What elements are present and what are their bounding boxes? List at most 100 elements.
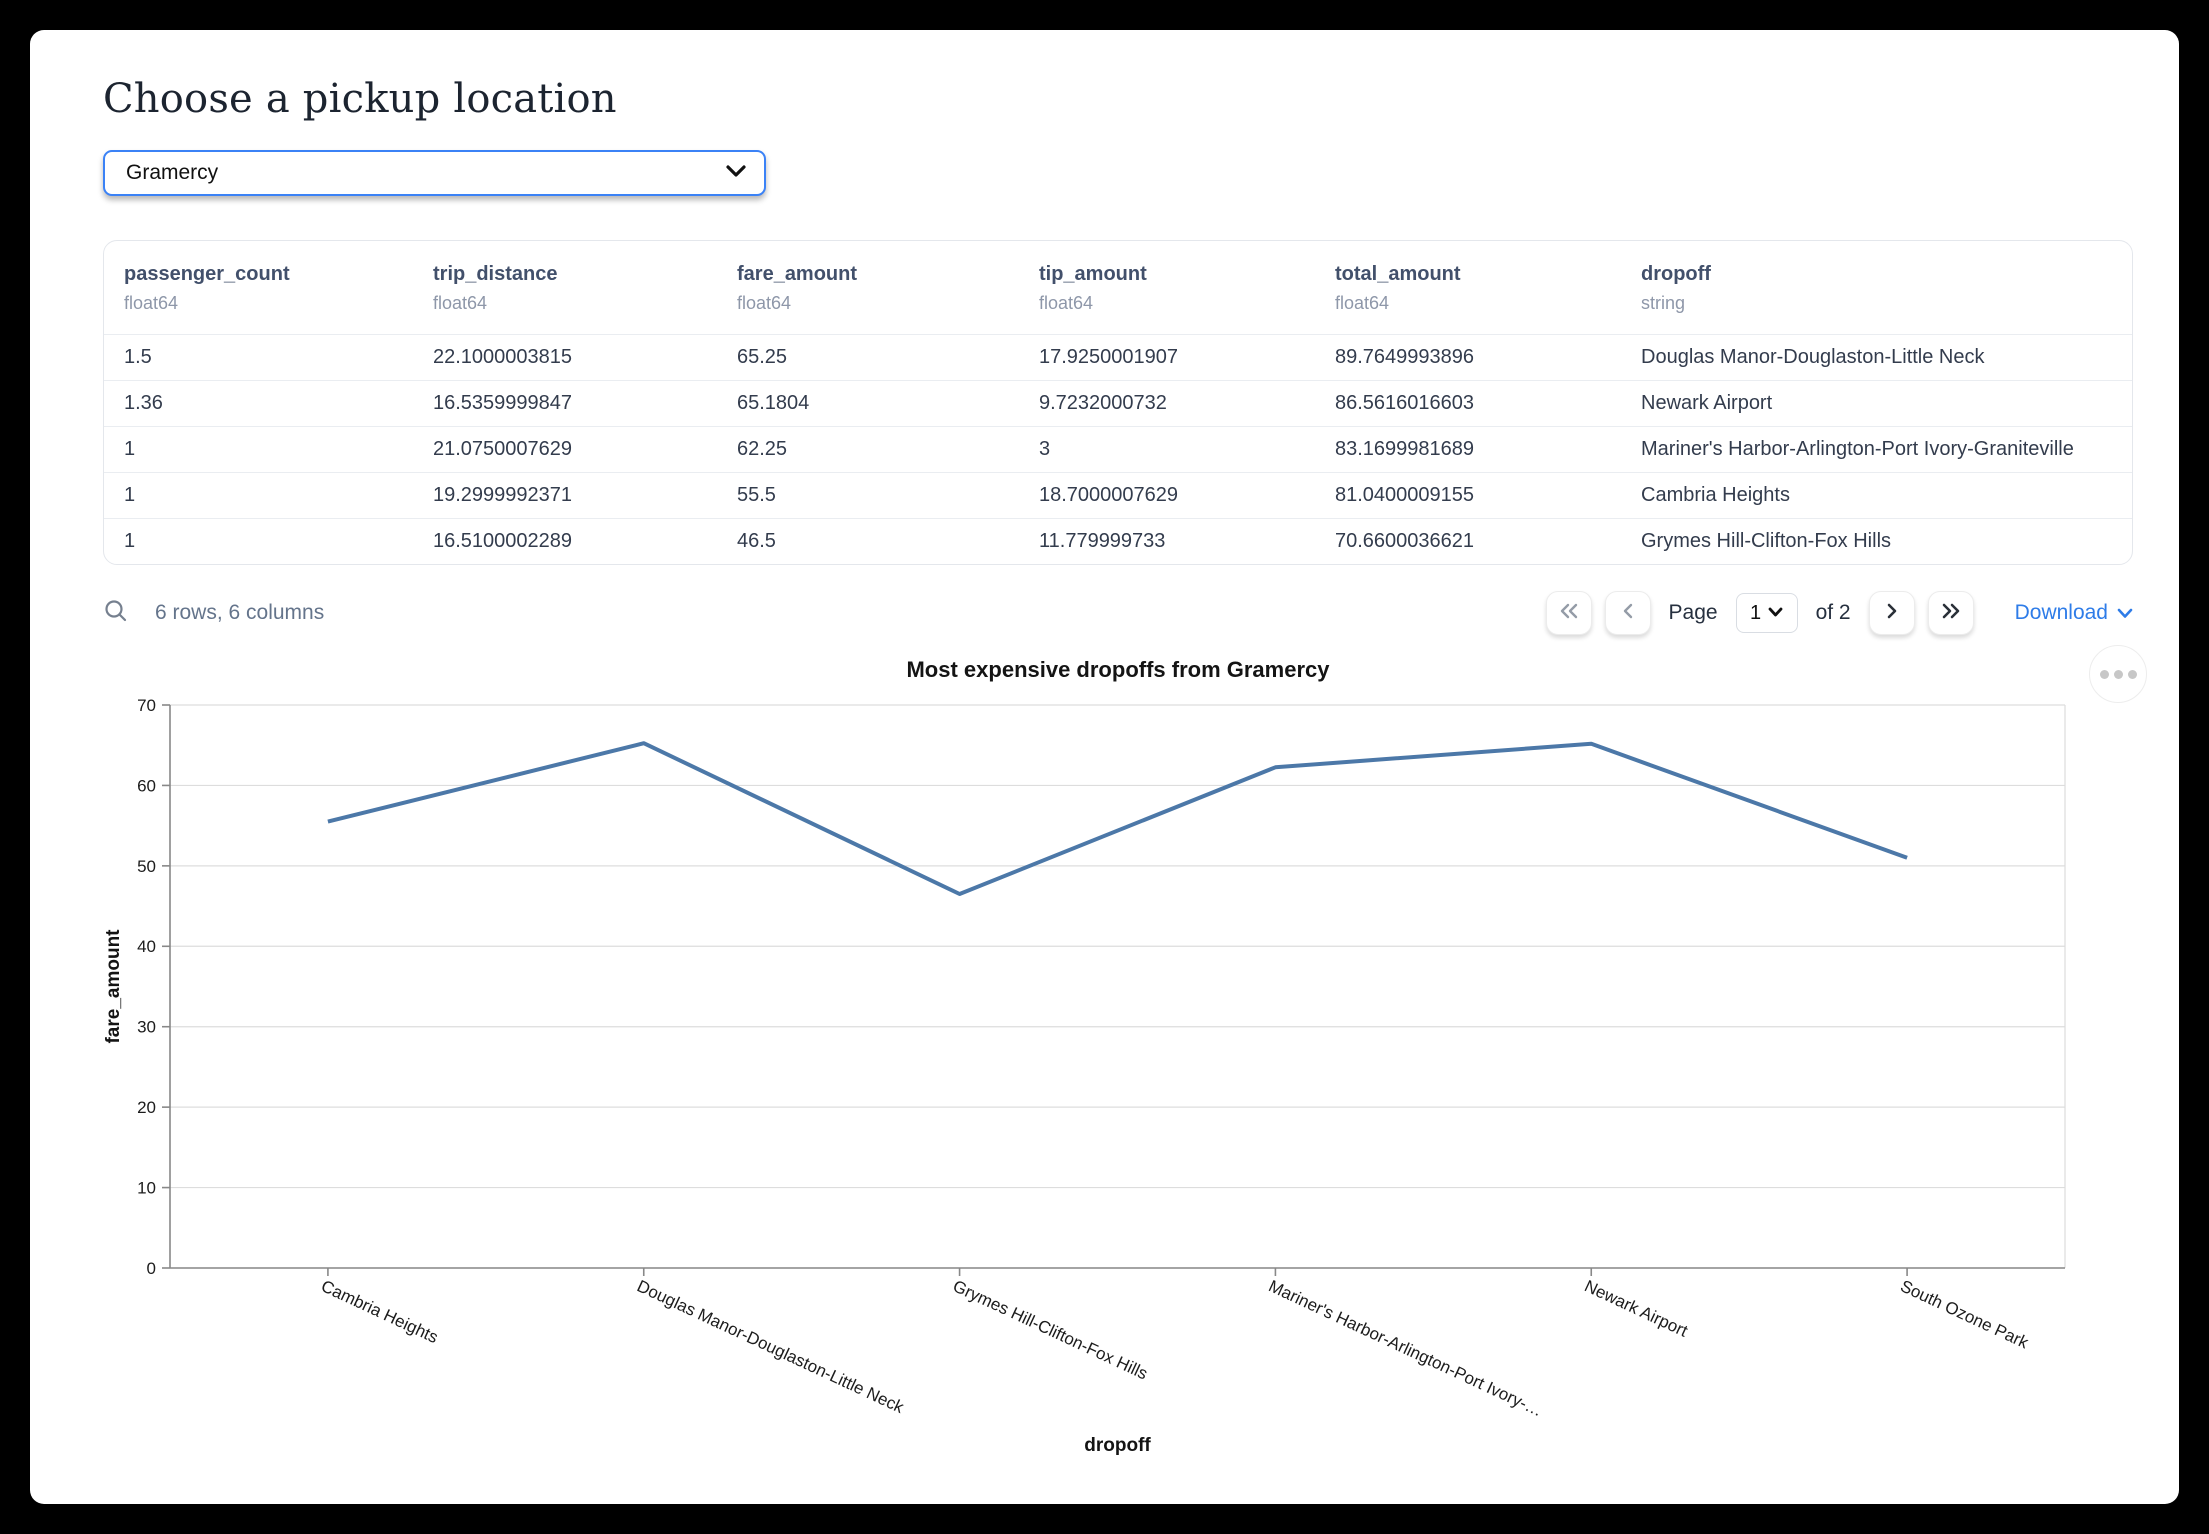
table-cell: 16.5100002289 [433,530,573,552]
table-cell: 86.5616016603 [1335,392,1475,414]
of-pages-label: of 2 [1815,601,1851,624]
column-type: float64 [124,293,179,313]
x-tick-label: Douglas Manor-Douglaston-Little Neck [634,1276,907,1417]
table-cell: 1.36 [124,392,163,414]
chart-menu-button[interactable] [2089,645,2147,703]
next-page-button[interactable] [1868,591,1915,635]
table-cell: 70.6600036621 [1335,530,1475,552]
search-icon[interactable] [103,598,129,629]
y-tick-label: 40 [137,937,156,956]
y-axis-title: fare_amount [103,929,124,1044]
chevron-down-icon [726,164,746,182]
y-tick-label: 10 [137,1179,156,1198]
table-cell: Grymes Hill-Clifton-Fox Hills [1641,530,1892,552]
column-type: float64 [1335,293,1390,313]
table-cell: 1 [124,530,136,552]
x-tick-label: Cambria Heights [318,1276,441,1347]
ellipsis-icon [2113,669,2123,679]
y-tick-label: 0 [147,1259,156,1278]
prev-page-button[interactable] [1604,591,1651,635]
chevron-down-icon [2117,601,2133,625]
table-cell: 89.7649993896 [1335,346,1475,368]
ellipsis-icon [2127,669,2137,679]
y-tick-label: 50 [137,857,156,876]
column-type: float64 [737,293,792,313]
download-label: Download [2014,601,2108,624]
column-header[interactable]: total_amount float64 [1315,241,1621,334]
table-row: 1.36 16.5359999847 65.1804 9.7232000732 86.5… [104,380,2132,426]
table-cell: 22.1000003815 [433,346,573,368]
column-name: fare_amount [737,263,858,285]
table-cell: 83.1699981689 [1335,438,1475,460]
column-type: string [1641,293,1686,313]
page-number-select[interactable]: 1 [1735,593,1798,633]
table-cell: 62.25 [737,438,788,460]
y-tick-label: 30 [137,1018,156,1037]
table-cell: 1.5 [124,346,152,368]
x-tick-label: Newark Airport [1582,1276,1691,1340]
page-label: Page [1668,601,1718,624]
chevron-left-icon [1621,602,1635,625]
table-cell: Newark Airport [1641,392,1773,414]
y-tick-label: 70 [137,696,156,715]
chevron-down-icon [1768,604,1783,622]
app-window: Choose a pickup location Gramercy passen… [30,30,2179,1504]
chart-title: Most expensive dropoffs from Gramercy [906,657,1330,682]
column-name: total_amount [1335,263,1461,285]
table-cell: Cambria Heights [1641,484,1790,506]
table-cell: 55.5 [737,484,776,506]
y-tick-label: 60 [137,776,156,795]
x-tick-label: Grymes Hill-Clifton-Fox Hills [950,1276,1151,1383]
table-cell: 3 [1039,438,1051,460]
table-cell: 65.1804 [737,392,810,414]
double-chevron-right-icon [1940,602,1962,625]
column-name: passenger_count [124,263,290,285]
x-tick-label: South Ozone Park [1897,1276,2031,1352]
chevron-right-icon [1885,602,1899,625]
table-row: 1 19.2999992371 55.5 18.7000007629 81.040000… [104,472,2132,518]
table-cell: 21.0750007629 [433,438,573,460]
y-tick-label: 20 [137,1098,156,1117]
last-page-button[interactable] [1927,591,1974,635]
column-type: float64 [1039,293,1094,313]
column-type: float64 [433,293,488,313]
table-cell: Douglas Manor-Douglaston-Little Neck [1641,346,1985,368]
column-header[interactable]: passenger_count float64 [104,241,413,334]
table-cell: 18.7000007629 [1039,484,1179,506]
column-header[interactable]: trip_distance float64 [413,241,717,334]
table-cell: 17.9250001907 [1039,346,1179,368]
table-cell: 9.7232000732 [1039,392,1167,414]
table-footer: 6 rows, 6 columns Page 1 of 2 [103,587,2133,639]
pickup-location-select[interactable]: Gramercy [103,150,766,196]
line-chart: 0 10 20 30 40 50 60 70 Cambria Heights Douglas Ma… [103,696,2066,1456]
column-header[interactable]: tip_amount float64 [1019,241,1315,334]
table-cell: 16.5359999847 [433,392,573,414]
table-row: 1 16.5100002289 46.5 11.779999733 70.6600036… [104,518,2132,564]
first-page-button[interactable] [1545,591,1592,635]
table-body: 1.5 22.1000003815 65.25 17.9250001907 89.764… [104,334,2132,564]
column-name: trip_distance [433,263,558,285]
pickup-location-value: Gramercy [126,161,219,184]
column-header[interactable]: dropoff string [1621,241,2132,334]
table-cell: Mariner's Harbor-Arlington-Port Ivory-Gr… [1641,438,2074,460]
table-cell: 65.25 [737,346,788,368]
x-tick-label: Mariner's Harbor-Arlington-Port Ivory-… [1266,1276,1546,1420]
column-name: dropoff [1641,263,1711,285]
chart-section: Most expensive dropoffs from Gramercy 0 1… [103,645,2147,1474]
table-row: 1 21.0750007629 62.25 3 83.1699981689 Mariner… [104,426,2132,472]
column-name: tip_amount [1039,263,1147,285]
page-number-value: 1 [1750,601,1762,624]
x-axis-title: dropoff [1084,1435,1151,1456]
download-button[interactable]: Download [2015,601,2133,625]
table-cell: 19.2999992371 [433,484,573,506]
double-chevron-left-icon [1558,602,1580,625]
data-line [327,741,1908,896]
column-header[interactable]: fare_amount float64 [717,241,1019,334]
table-cell: 1 [124,438,136,460]
table-cell: 1 [124,484,136,506]
page-title: Choose a pickup location [103,76,617,122]
table-cell: 46.5 [737,530,776,552]
table-row: 1.5 22.1000003815 65.25 17.9250001907 89.764… [104,334,2132,380]
